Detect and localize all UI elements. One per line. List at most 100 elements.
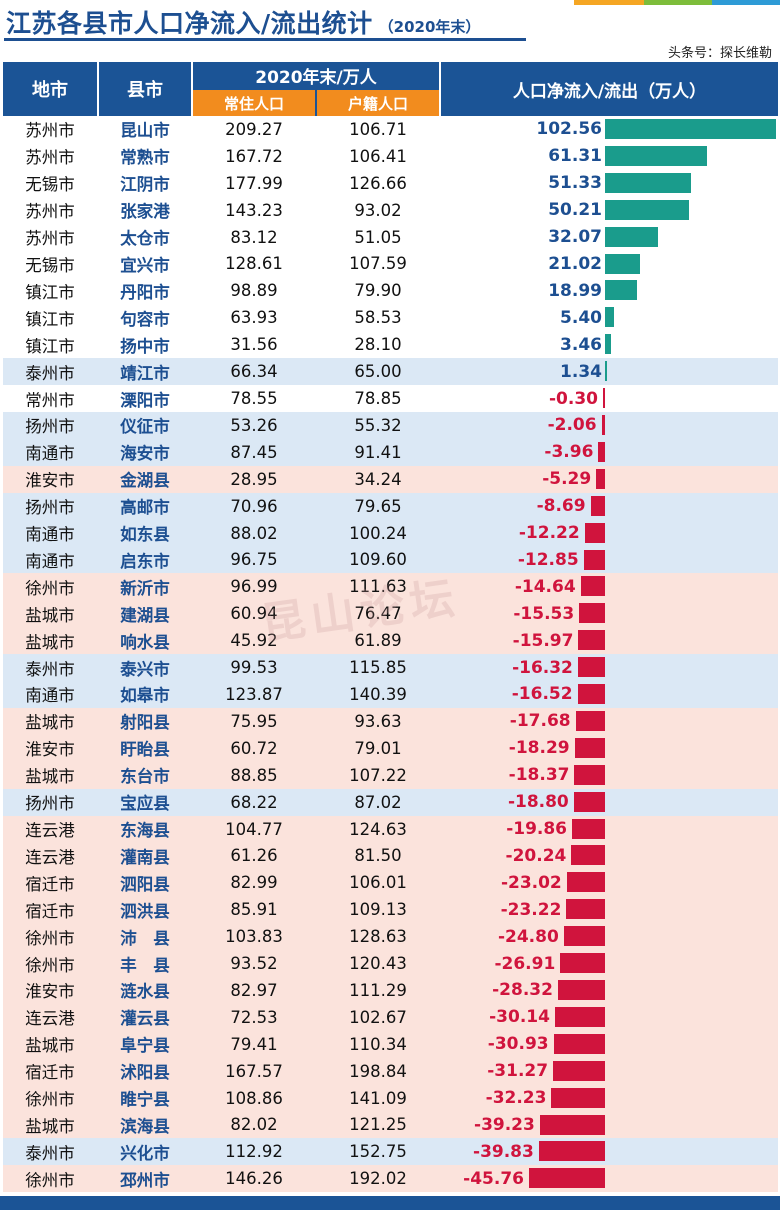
resident-cell: 60.94 [230,604,278,624]
registered-cell: 78.85 [354,389,402,409]
city-cell: 南通市 [25,551,75,571]
table-row: 盐城市 建湖县 60.94 76.47 -15.53 [3,600,778,628]
city-cell: 苏州市 [25,229,75,249]
net-flow-bar [553,1060,605,1081]
table-body: 苏州市 昆山市 209.27 106.71 102.56 苏州市 常熟市 167.72 106.… [3,116,778,1193]
city-cell: 泰州市 [25,1143,75,1163]
net-flow-value: -23.02 [500,872,562,893]
city-cell: 扬州市 [25,794,75,814]
net-flow-value: 50.21 [548,200,602,221]
resident-cell: 143.23 [225,200,283,220]
table-row: 镇江市 扬中市 31.56 28.10 3.46 [3,331,778,359]
city-cell: 淮安市 [25,982,75,1002]
resident-cell: 45.92 [230,631,278,651]
city-cell: 苏州市 [25,202,75,222]
resident-cell: 61.26 [230,846,278,866]
city-cell: 泰州市 [25,363,75,383]
table-row: 淮安市 金湖县 28.95 34.24 -5.29 [3,465,778,493]
resident-cell: 128.61 [225,254,283,274]
net-flow-bar [583,549,605,570]
county-cell: 宜兴市 [120,255,170,275]
net-flow-value: -16.52 [511,684,573,705]
registered-cell: 28.10 [354,335,402,355]
county-cell: 启东市 [120,551,170,571]
net-flow-value: 3.46 [560,334,602,355]
registered-cell: 107.59 [349,254,407,274]
county-cell: 句容市 [120,309,170,329]
net-flow-bar [596,468,605,489]
table-row: 徐州市 睢宁县 108.86 141.09 -32.23 [3,1084,778,1112]
registered-cell: 126.66 [349,173,407,193]
county-cell: 金湖县 [120,471,170,491]
registered-cell: 106.41 [349,146,407,166]
net-flow-bar [605,253,641,274]
title-underline [4,38,526,41]
resident-cell: 103.83 [225,927,283,947]
net-flow-bar [579,603,605,624]
resident-cell: 82.97 [230,980,278,1000]
registered-cell: 51.05 [354,227,402,247]
registered-cell: 79.01 [354,738,402,758]
header-separator [191,62,193,116]
county-cell: 东台市 [120,767,170,787]
county-cell: 宝应县 [120,794,170,814]
city-cell: 盐城市 [25,632,75,652]
net-flow-value: -30.14 [489,1007,550,1028]
table-row: 南通市 海安市 87.45 91.41 -3.96 [3,438,778,466]
city-cell: 镇江市 [25,336,75,356]
table-row: 盐城市 射阳县 75.95 93.63 -17.68 [3,707,778,735]
resident-cell: 99.53 [230,658,278,678]
net-flow-bar [603,388,605,409]
net-flow-value: -28.32 [492,980,553,1001]
net-flow-value: -39.23 [474,1114,535,1135]
net-flow-value: 21.02 [548,253,602,274]
table-row: 镇江市 丹阳市 98.89 79.90 18.99 [3,277,778,305]
net-flow-bar [551,1087,605,1108]
table-row: 扬州市 宝应县 68.22 87.02 -18.80 [3,788,778,816]
table-row: 扬州市 仪征市 53.26 55.32 -2.06 [3,411,778,439]
net-flow-value: -8.69 [536,496,586,517]
resident-cell: 104.77 [225,819,283,839]
registered-cell: 91.41 [354,442,402,462]
net-flow-bar [605,307,614,328]
table-row: 徐州市 新沂市 96.99 111.63 -14.64 [3,573,778,601]
resident-cell: 167.72 [225,146,283,166]
table-row: 苏州市 太仓市 83.12 51.05 32.07 [3,223,778,251]
net-flow-bar [584,522,605,543]
county-cell: 滨海县 [120,1116,170,1136]
county-cell: 东海县 [120,821,170,841]
registered-cell: 120.43 [349,954,407,974]
county-cell: 睢宁县 [120,1090,170,1110]
registered-cell: 109.60 [349,550,407,570]
county-cell: 响水县 [120,632,170,652]
resident-cell: 66.34 [230,362,278,382]
net-flow-value: -15.53 [513,603,575,624]
county-cell: 泰兴市 [120,659,170,679]
registered-cell: 128.63 [349,927,407,947]
net-flow-value: -18.37 [508,765,570,786]
resident-cell: 72.53 [230,1007,278,1027]
county-cell: 扬中市 [120,336,170,356]
resident-cell: 28.95 [230,469,278,489]
resident-cell: 70.96 [230,496,278,516]
county-cell: 仪征市 [120,417,170,437]
resident-cell: 96.75 [230,550,278,570]
net-flow-bar [578,630,605,651]
header-city: 地市 [32,80,68,101]
resident-cell: 31.56 [230,335,278,355]
county-cell: 射阳县 [120,713,170,733]
resident-cell: 167.57 [225,1061,283,1081]
county-cell: 阜宁县 [120,1036,170,1056]
net-flow-value: -23.22 [500,899,562,920]
table-row: 扬州市 高邮市 70.96 79.65 -8.69 [3,492,778,520]
city-cell: 扬州市 [25,498,75,518]
net-flow-value: 18.99 [548,280,602,301]
net-flow-bar [605,334,611,355]
city-cell: 连云港 [25,821,75,841]
table-row: 盐城市 滨海县 82.02 121.25 -39.23 [3,1111,778,1139]
city-cell: 盐城市 [25,713,75,733]
net-flow-value: -2.06 [547,415,597,436]
registered-cell: 81.50 [354,846,402,866]
resident-cell: 88.85 [230,765,278,785]
resident-cell: 96.99 [230,577,278,597]
